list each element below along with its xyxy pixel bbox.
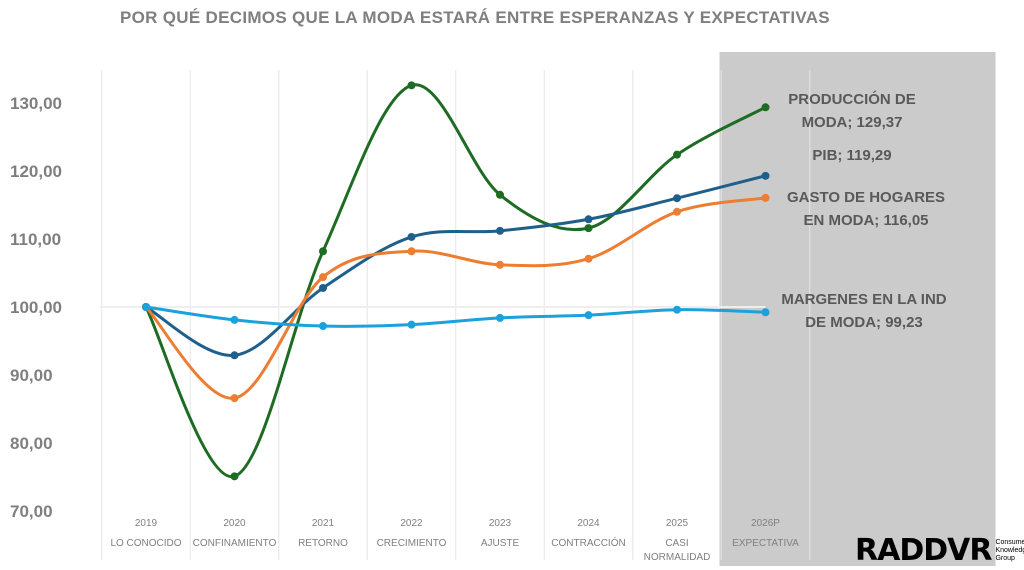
data-point bbox=[319, 273, 327, 282]
data-point bbox=[319, 283, 327, 292]
data-point bbox=[584, 254, 593, 263]
data-point bbox=[319, 322, 327, 331]
x-tick-label: 2019 bbox=[135, 518, 158, 529]
data-point bbox=[230, 394, 239, 403]
x-category-sublabel: CRECIMIENTO bbox=[377, 538, 447, 549]
y-tick-label: 120,00 bbox=[10, 162, 62, 181]
data-point bbox=[584, 224, 593, 233]
x-tick-label: 2026P bbox=[751, 518, 780, 529]
data-point bbox=[319, 247, 327, 256]
x-tick-label: 2021 bbox=[312, 518, 335, 529]
series-data-label: PRODUCCIÓN DE bbox=[788, 90, 916, 108]
data-point bbox=[407, 247, 416, 256]
x-tick-label: 2025 bbox=[666, 518, 689, 529]
series-data-label: PIB; 119,29 bbox=[812, 147, 891, 164]
y-tick-label: 90,00 bbox=[10, 366, 53, 385]
logo-subtitle: Consumer Knowledge Group bbox=[995, 539, 1024, 562]
logo: RADDVR Consumer Knowledge Group bbox=[855, 536, 1024, 566]
data-point bbox=[761, 103, 770, 112]
y-tick-label: 110,00 bbox=[10, 230, 61, 249]
series-line bbox=[145, 305, 766, 328]
series-data-label: EN MODA; 116,05 bbox=[803, 212, 928, 229]
x-category-sublabel: CASI bbox=[665, 538, 688, 549]
data-point bbox=[673, 305, 681, 314]
x-category-sublabel: CONFINAMIENTO bbox=[193, 538, 277, 549]
x-tick-label: 2022 bbox=[400, 518, 423, 529]
x-tick-label: 2023 bbox=[489, 518, 512, 529]
x-category-sublabel: AJUSTE bbox=[481, 538, 520, 549]
x-category-sublabel: NORMALIDAD bbox=[644, 552, 711, 563]
data-point bbox=[673, 207, 681, 216]
data-point bbox=[230, 351, 239, 360]
x-category-sublabel: EXPECTATIVA bbox=[732, 538, 799, 549]
data-point bbox=[142, 303, 150, 311]
x-category-sublabel: RETORNO bbox=[298, 538, 348, 549]
data-point bbox=[230, 315, 239, 324]
x-category-sublabel: CONTRACCIÓN bbox=[551, 536, 625, 549]
chart-title: POR QUÉ DECIMOS QUE LA MODA ESTARÁ ENTRE… bbox=[120, 8, 830, 27]
data-point bbox=[407, 232, 416, 241]
data-point bbox=[584, 215, 593, 224]
data-point bbox=[496, 190, 504, 199]
data-point bbox=[407, 81, 416, 90]
data-point bbox=[761, 308, 770, 317]
y-tick-label: 80,00 bbox=[10, 434, 53, 453]
data-point bbox=[761, 193, 770, 202]
logo-mark: RADDVR bbox=[855, 533, 992, 568]
data-point bbox=[761, 171, 770, 180]
data-point bbox=[584, 311, 593, 320]
series-data-label: DE MODA; 99,23 bbox=[805, 314, 923, 331]
data-point bbox=[496, 260, 504, 269]
x-category-sublabel: LO CONOCIDO bbox=[110, 538, 181, 549]
series-line bbox=[145, 174, 766, 357]
y-tick-label: 70,00 bbox=[10, 502, 53, 521]
data-point bbox=[673, 150, 681, 159]
data-point bbox=[673, 194, 681, 203]
data-point bbox=[230, 472, 239, 481]
x-tick-label: 2024 bbox=[577, 518, 600, 529]
data-point bbox=[496, 313, 504, 322]
y-tick-label: 100,00 bbox=[10, 298, 62, 317]
series-data-label: MODA; 129,37 bbox=[802, 114, 903, 131]
series-data-label: GASTO DE HOGARES bbox=[787, 189, 945, 206]
x-tick-label: 2020 bbox=[223, 518, 246, 529]
data-point bbox=[407, 320, 416, 329]
data-point bbox=[496, 226, 504, 235]
series-data-label: MARGENES EN LA IND bbox=[781, 291, 946, 308]
y-tick-label: 130,00 bbox=[10, 94, 62, 113]
